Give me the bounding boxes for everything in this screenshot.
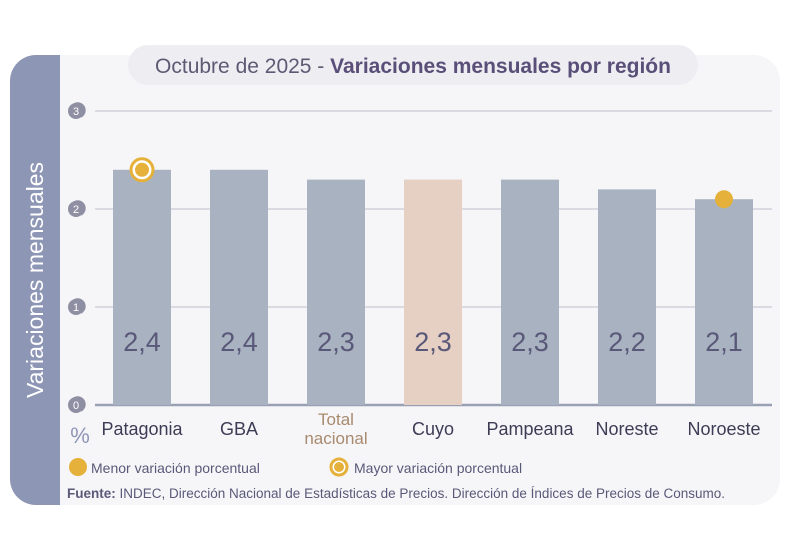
x-tick-label: Pampeana (486, 419, 574, 439)
x-tick-label: GBA (220, 419, 258, 439)
chart-title: Octubre de 2025 - Variaciones mensuales … (155, 55, 671, 78)
x-tick-label: Noroeste (687, 419, 760, 439)
x-tick-label: Cuyo (412, 419, 454, 439)
y-tick-label: 1 (73, 302, 79, 314)
bar-patagonia (113, 169, 171, 405)
x-tick-label: Total (318, 410, 354, 429)
legend-max-label: Mayor variación porcentual (354, 460, 522, 476)
x-tick-label: nacional (304, 429, 367, 448)
data-label: 2,3 (511, 327, 549, 357)
y-unit-label: % (70, 423, 90, 448)
x-tick-label: Patagonia (101, 419, 183, 439)
legend-min-marker (69, 458, 87, 476)
data-label: 2,4 (220, 327, 258, 357)
bar-noreste (598, 189, 656, 405)
y-tick-label: 2 (73, 204, 79, 216)
legend-min-label: Menor variación porcentual (91, 460, 260, 476)
legend: Menor variación porcentual Mayor variaci… (69, 457, 522, 477)
source-note: Fuente: INDEC, Dirección Nacional de Est… (67, 486, 725, 501)
bar-total-nacional (307, 179, 365, 405)
y-axis-label: Variaciones mensuales (22, 162, 48, 398)
bar-gba (210, 169, 268, 405)
bar-pampeana (501, 179, 559, 405)
x-tick-label: Noreste (595, 419, 658, 439)
y-tick-label: 3 (73, 106, 79, 118)
data-label: 2,3 (414, 327, 452, 357)
min-marker (715, 190, 733, 209)
title-pill (128, 45, 698, 85)
y-tick-label: 0 (73, 400, 79, 412)
bar-cuyo (404, 179, 462, 405)
data-label: 2,4 (123, 327, 161, 357)
bar-noroeste (695, 199, 753, 405)
data-label: 2,2 (608, 327, 646, 357)
ylabel-band (10, 55, 60, 505)
data-label: 2,3 (317, 327, 355, 357)
card-background (10, 55, 780, 505)
data-label: 2,1 (705, 327, 743, 357)
